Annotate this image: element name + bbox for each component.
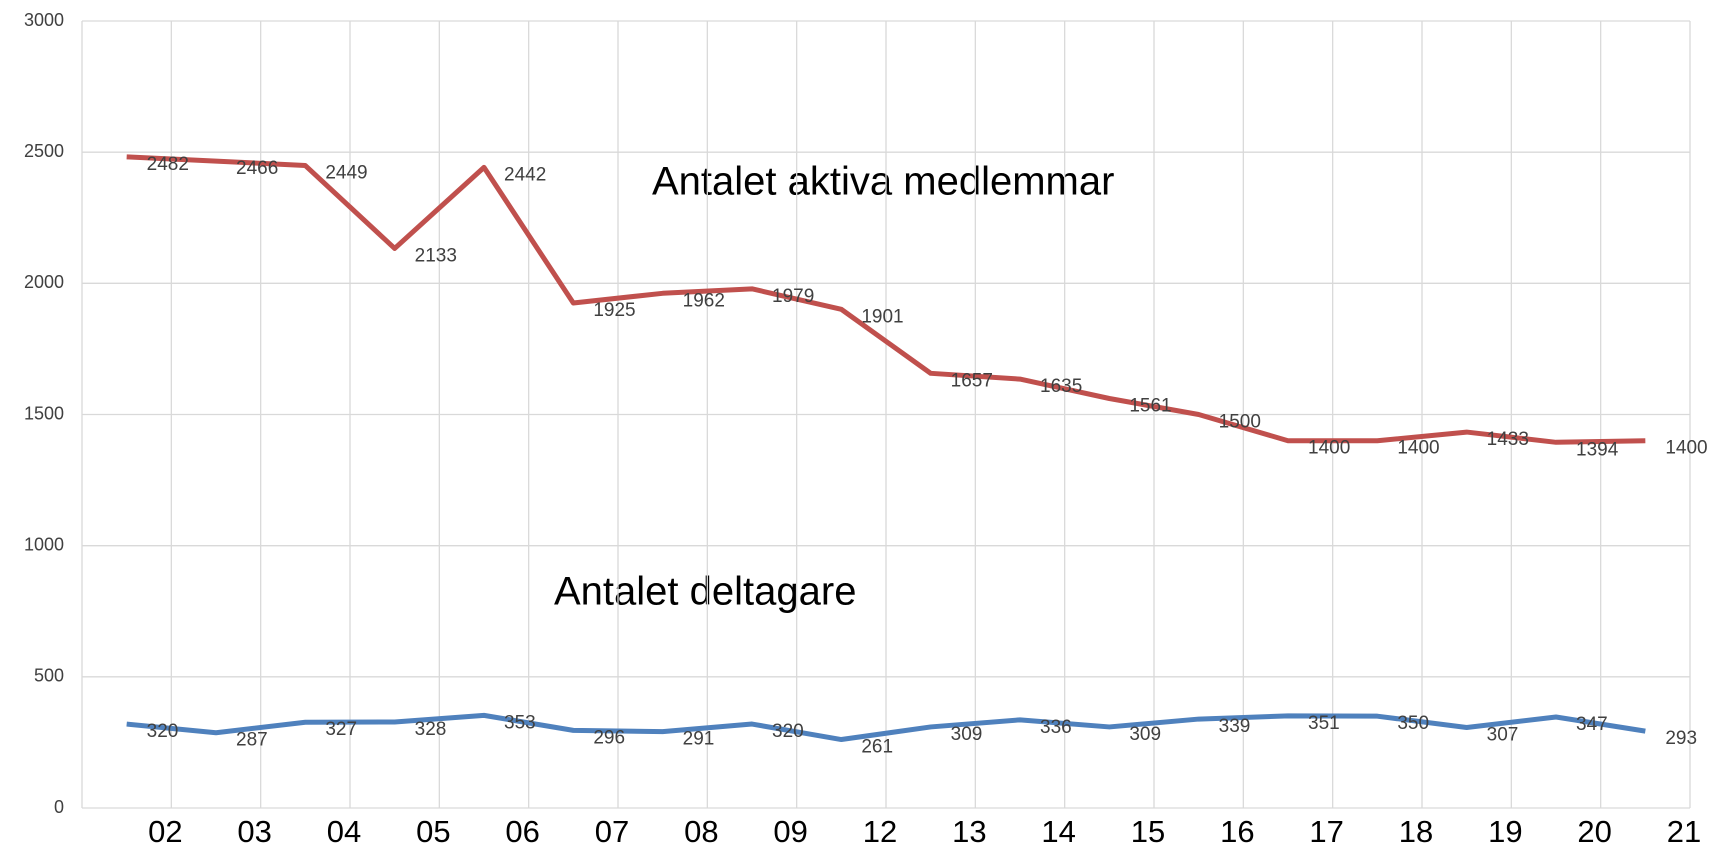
data-label: 1400 — [1308, 438, 1350, 459]
data-label: 2133 — [415, 245, 457, 266]
y-tick-label: 1500 — [24, 403, 64, 423]
data-label: 320 — [772, 721, 804, 742]
data-label: 307 — [1487, 724, 1519, 745]
data-label: 1901 — [861, 306, 903, 327]
data-label: 2442 — [504, 164, 546, 185]
x-tick-label: 14 — [1041, 814, 1075, 849]
data-label: 261 — [861, 737, 893, 758]
y-tick-label: 500 — [34, 666, 64, 686]
data-label: 1925 — [593, 300, 635, 321]
x-tick-label: 18 — [1399, 814, 1433, 849]
x-tick-label: 02 — [148, 814, 182, 849]
data-label: 339 — [1219, 716, 1251, 737]
line-series — [126, 712, 1646, 743]
data-label: 296 — [593, 727, 625, 748]
data-label: 327 — [325, 719, 357, 740]
x-tick-label: 20 — [1577, 814, 1611, 849]
data-label: 293 — [1665, 728, 1697, 749]
data-label: 1433 — [1487, 429, 1529, 450]
data-label: 1561 — [1129, 396, 1171, 417]
data-label: 291 — [683, 729, 715, 750]
data-label: 1400 — [1665, 438, 1707, 459]
data-label: 347 — [1576, 714, 1608, 735]
data-label: 353 — [504, 712, 536, 733]
data-label: 320 — [147, 721, 179, 742]
data-label: 309 — [1129, 724, 1161, 745]
y-tick-label: 0 — [54, 797, 64, 817]
y-tick-label: 1000 — [24, 534, 64, 554]
x-tick-label: 03 — [237, 814, 271, 849]
data-label: 2482 — [147, 154, 189, 175]
data-label: 351 — [1308, 713, 1340, 734]
x-tick-label: 08 — [684, 814, 718, 849]
data-label: 287 — [236, 730, 268, 751]
x-tick-label: 07 — [595, 814, 629, 849]
data-label: 1979 — [772, 286, 814, 307]
data-label: 2449 — [325, 163, 367, 184]
x-tick-label: 13 — [952, 814, 986, 849]
data-label: 336 — [1040, 717, 1072, 738]
data-label: 309 — [951, 724, 983, 745]
x-tick-label: 21 — [1667, 814, 1701, 849]
x-tick-label: 15 — [1131, 814, 1165, 849]
x-tick-label: 09 — [773, 814, 807, 849]
x-tick-label: 05 — [416, 814, 450, 849]
x-tick-label: 17 — [1309, 814, 1343, 849]
x-tick-label: 19 — [1488, 814, 1522, 849]
data-label: 350 — [1397, 713, 1429, 734]
x-tick-label: 12 — [863, 814, 897, 849]
y-tick-label: 2500 — [24, 141, 64, 161]
annotation: Antalet aktiva medlemmar — [652, 160, 1114, 204]
data-label: 1394 — [1576, 439, 1619, 460]
data-label: 1962 — [683, 290, 725, 311]
data-label: 2466 — [236, 158, 278, 179]
annotation: Antalet deltagare — [554, 570, 856, 614]
x-tick-label: 04 — [327, 814, 361, 849]
x-tick-label: 06 — [505, 814, 539, 849]
x-tick-label: 16 — [1220, 814, 1254, 849]
y-tick-label: 2000 — [24, 272, 64, 292]
data-label: 1635 — [1040, 376, 1082, 397]
line-series — [126, 154, 1646, 445]
y-tick-label: 3000 — [24, 10, 64, 30]
data-label: 1657 — [951, 370, 993, 391]
data-label: 328 — [415, 719, 447, 740]
data-label: 1500 — [1219, 412, 1261, 433]
data-label: 1400 — [1397, 438, 1439, 459]
